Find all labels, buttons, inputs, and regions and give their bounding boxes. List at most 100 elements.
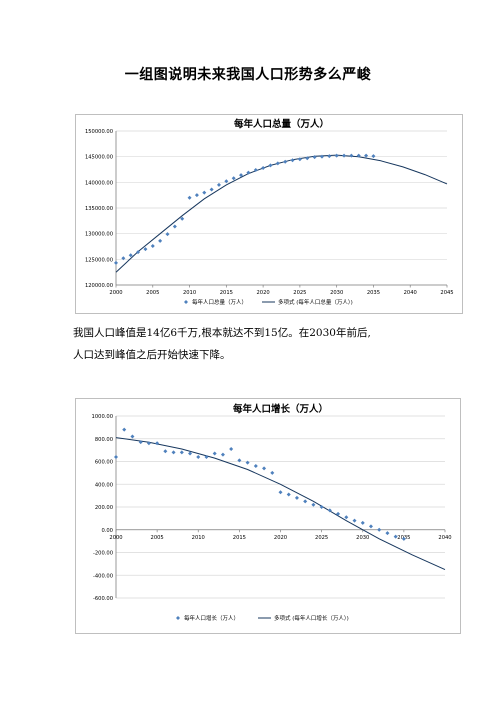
data-point: [158, 238, 163, 243]
data-point: [371, 154, 376, 159]
data-point: [311, 502, 316, 507]
legend-marker-label: 每年人口总量（万人）: [192, 298, 247, 306]
data-point: [401, 536, 406, 541]
data-point: [216, 182, 221, 187]
data-point: [179, 450, 184, 455]
data-point: [253, 168, 258, 173]
data-point: [212, 451, 217, 456]
data-point: [319, 154, 324, 159]
population-growth-chart-svg: 每年人口增长（万人） -600.00 -400.00 -200.00 0.00 200.0…: [92, 403, 452, 622]
trend-line: [115, 437, 446, 571]
data-point: [165, 232, 170, 237]
data-point: [327, 508, 332, 513]
data-point: [319, 505, 324, 509]
data-point: [128, 253, 133, 258]
data-point: [130, 434, 135, 439]
data-point: [270, 470, 275, 475]
data-point: [342, 153, 347, 158]
data-point: [283, 159, 288, 164]
x-tick-label: 2030: [356, 535, 369, 541]
population-growth-chart: 每年人口增长（万人） -600.00 -400.00 -200.00 0.00 200.0…: [75, 398, 461, 634]
y-tick-label: 600.00: [95, 460, 113, 466]
data-point: [239, 173, 244, 178]
y-tick-label: 130000.00: [85, 232, 113, 238]
data-point: [360, 520, 365, 525]
data-point: [312, 155, 317, 160]
x-tick-label: 2040: [438, 535, 451, 541]
x-tick-label: 2025: [293, 290, 306, 296]
data-point: [138, 440, 143, 445]
x-tick-label: 2040: [404, 290, 417, 296]
data-point: [122, 427, 127, 432]
data-point: [245, 460, 250, 465]
data-point: [194, 193, 199, 198]
data-point: [297, 157, 302, 162]
data-point: [136, 250, 141, 255]
body-paragraph: 我国人口峰值是14亿6千万,根本就达不到15亿。在2030年前后, 人口达到峰值…: [73, 322, 473, 366]
y-tick-label: 150000.00: [85, 129, 113, 135]
data-point: [352, 518, 357, 523]
x-tick-label: 2000: [109, 535, 122, 541]
data-point: [305, 156, 310, 161]
x-tick-label: 2005: [151, 535, 164, 541]
y-tick-label: 135000.00: [85, 206, 113, 212]
data-point: [231, 176, 236, 181]
data-point: [286, 492, 291, 497]
data-point: [356, 153, 361, 158]
data-point: [204, 454, 209, 459]
x-tick-label: 2035: [367, 290, 380, 296]
x-tick-label: 2025: [315, 535, 328, 541]
data-point: [278, 490, 283, 495]
data-point: [368, 524, 373, 529]
chart-title: 每年人口增长（万人）: [233, 403, 328, 415]
data-point: [202, 190, 207, 195]
data-point: [121, 256, 126, 261]
data-point: [224, 179, 229, 184]
data-point: [336, 511, 341, 516]
legend-marker-icon: [184, 300, 188, 304]
data-point: [385, 531, 390, 536]
x-tick-label: 2010: [192, 535, 205, 541]
data-point: [377, 527, 382, 532]
data-point: [294, 495, 299, 500]
y-tick-label: 400.00: [95, 482, 113, 488]
legend-trend-label: 多项式 (每年人口增长（万人）): [274, 614, 349, 622]
data-point: [268, 163, 273, 168]
data-point: [237, 458, 242, 463]
x-tick-label: 2020: [257, 290, 270, 296]
population-total-chart: 每年人口总量（万人） 120000.00 125000.00 130000.00 135…: [75, 114, 463, 314]
legend-trend-label: 多项式 (每年人口总量（万人）): [278, 298, 353, 306]
data-point: [393, 534, 398, 539]
data-point: [196, 454, 201, 459]
data-point: [171, 450, 176, 455]
x-tick-label: 2020: [274, 535, 287, 541]
trend-line: [115, 154, 448, 273]
data-point: [327, 154, 332, 159]
x-tick-label: 2045: [440, 290, 453, 296]
y-tick-label: 120000.00: [85, 283, 113, 289]
data-point: [114, 260, 118, 265]
data-point: [172, 224, 177, 229]
y-tick-label: -600.00: [93, 596, 113, 602]
x-tick-label: 2030: [330, 290, 343, 296]
data-point: [143, 247, 148, 252]
data-point: [364, 153, 369, 158]
paragraph-line-2: 人口达到峰值之后开始快速下降。: [73, 349, 231, 361]
y-tick-label: -400.00: [93, 573, 113, 579]
legend-marker-label: 每年人口增长（万人）: [184, 614, 239, 622]
data-point: [290, 158, 295, 163]
data-point: [344, 515, 349, 520]
data-point: [163, 449, 168, 454]
data-point: [334, 153, 339, 158]
y-tick-label: 145000.00: [85, 155, 113, 161]
x-tick-label: 2005: [146, 290, 159, 296]
legend-marker-icon: [176, 616, 180, 620]
data-point: [150, 243, 155, 248]
data-point: [261, 165, 266, 170]
data-point: [146, 441, 151, 446]
y-tick-label: 125000.00: [85, 257, 113, 263]
page-title: 一组图说明未来我国人口形势多么严峻: [124, 67, 372, 83]
y-tick-label: -200.00: [93, 551, 113, 557]
paragraph-line-1: 我国人口峰值是14亿6千万,根本就达不到15亿。在2030年前后,: [73, 327, 371, 339]
y-tick-label: 800.00: [95, 437, 113, 443]
